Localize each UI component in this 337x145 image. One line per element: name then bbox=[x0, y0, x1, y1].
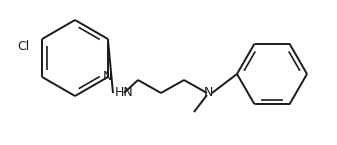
Text: HN: HN bbox=[115, 87, 134, 99]
Text: Cl: Cl bbox=[17, 40, 29, 54]
Text: N: N bbox=[103, 70, 113, 84]
Text: N: N bbox=[203, 87, 213, 99]
